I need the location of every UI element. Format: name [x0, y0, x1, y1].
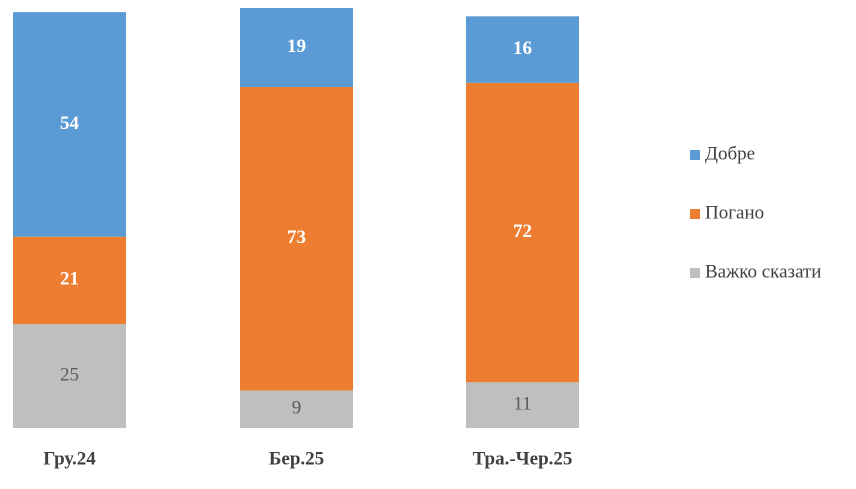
legend-swatch — [690, 150, 700, 160]
data-label: 21 — [60, 269, 79, 290]
x-tick-label: Гру.24 — [43, 448, 96, 469]
legend-label: Добре — [705, 143, 755, 164]
legend-label: Важко сказати — [705, 261, 821, 282]
data-label: 19 — [287, 36, 306, 57]
bar-segment — [466, 82, 579, 383]
legend-swatch — [690, 268, 700, 278]
bar-segment — [466, 16, 579, 83]
data-label: 16 — [513, 38, 532, 59]
bar-segment — [240, 87, 353, 391]
bar-segment — [13, 12, 126, 237]
legend-swatch — [690, 209, 700, 219]
bar-segment — [240, 8, 353, 88]
data-label: 9 — [292, 398, 302, 419]
bar-segment — [13, 236, 126, 325]
bar-segment — [240, 390, 353, 428]
x-tick-label: Тра.-Чер.25 — [473, 448, 573, 469]
data-label: 72 — [513, 221, 532, 242]
data-label: 11 — [513, 393, 531, 414]
bar-segment — [466, 382, 579, 428]
data-label: 25 — [60, 364, 79, 385]
bar-segment — [13, 324, 126, 428]
legend-label: Погано — [705, 202, 764, 223]
x-tick-label: Бер.25 — [269, 448, 324, 469]
data-label: 54 — [60, 113, 80, 134]
data-label: 73 — [287, 227, 306, 248]
